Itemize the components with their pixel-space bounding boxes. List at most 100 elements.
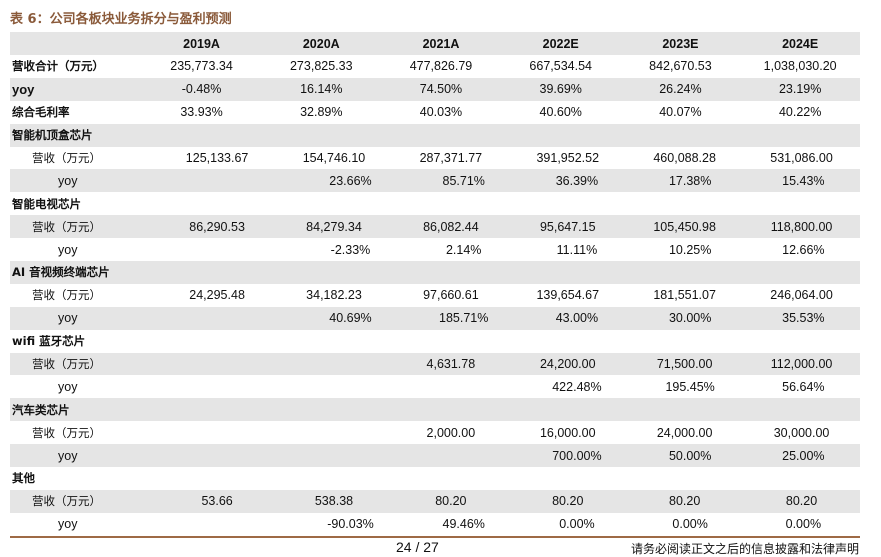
footer-rule — [10, 536, 860, 538]
row-label: 营收（万元） — [32, 151, 101, 165]
table-cell: 700.00% — [552, 448, 602, 463]
table-cell: 35.53% — [782, 311, 825, 326]
table-cell: 25.00% — [782, 448, 825, 463]
table-cell: 71,500.00 — [656, 357, 713, 372]
table-cell: 0.00% — [559, 517, 595, 532]
table-row: 营收（万元） 4,631.78 24,200.00 71,500.00 112,000.… — [10, 352, 860, 376]
table-cell: 195.45% — [665, 379, 715, 394]
table-row: 营收（万元） 53.66 538.38 80.20 80.20 80.20 80.20 — [10, 489, 860, 513]
page-number: 24 / 27 — [396, 539, 439, 555]
table-cell: 84,279.34 — [306, 219, 362, 234]
table-cell: 0.00% — [672, 517, 708, 532]
header-cell: 2024E — [782, 36, 819, 51]
table-cell: 17.38% — [668, 173, 712, 188]
table-row: 其他 — [10, 467, 860, 490]
row-label: yoy — [58, 517, 78, 532]
table-cell: 50.00% — [668, 448, 712, 463]
table-cell: 85.71% — [442, 173, 485, 188]
table-cell: 97,660.61 — [423, 288, 479, 303]
table-cell: 74.50% — [419, 82, 463, 97]
table-title: 表 6：公司各板块业务拆分与盈利预测 — [10, 12, 232, 27]
table-cell: 246,064.00 — [770, 288, 833, 303]
row-label: yoy — [58, 173, 78, 188]
table-cell: 30,000.00 — [773, 425, 830, 440]
table-cell: 86,082.44 — [423, 219, 479, 234]
table-row: AI 音视频终端芯片 — [10, 261, 860, 284]
header-cell: 2021A — [422, 36, 460, 51]
table-cell: 33.93% — [180, 105, 223, 120]
row-label: wifi 蓝牙芯片 — [12, 334, 86, 349]
table-cell: 80.20 — [552, 494, 584, 509]
table-cell: 15.43% — [782, 173, 825, 188]
table-cell: 4,631.78 — [426, 357, 476, 372]
table-cell: 24,295.48 — [189, 288, 245, 303]
row-label: yoy — [58, 311, 78, 326]
row-label: 其他 — [12, 471, 35, 486]
table-cell: 24,000.00 — [656, 425, 713, 440]
table-cell: 40.69% — [329, 311, 372, 326]
table-cell: 1,038,030.20 — [763, 59, 837, 74]
table-cell: 154,746.10 — [302, 151, 366, 165]
table-header-row: 2019A 2020A 2021A 2022E 2023E 2024E — [10, 32, 860, 55]
table-cell: 538.38 — [314, 494, 354, 509]
table-body: 营收合计（万元） 235,773.34 273,825.33 477,826.79 66… — [10, 55, 860, 536]
table-cell: 422.48% — [552, 379, 602, 394]
table-cell: 125,133.67 — [185, 151, 249, 165]
row-label: yoy — [58, 379, 78, 394]
table-cell: -90.03% — [327, 517, 374, 532]
table-cell: 235,773.34 — [170, 59, 233, 74]
table-cell: -0.48% — [181, 82, 222, 97]
table-row: yoy -2.33% 2.14% 11.11% 10.25% 12.66% — [10, 238, 860, 261]
table-cell: 460,088.28 — [653, 151, 716, 165]
table-cell: 2,000.00 — [426, 425, 476, 440]
table-cell: 531,086.00 — [770, 151, 833, 165]
table-row: 汽车类芯片 — [10, 398, 860, 422]
row-label: 智能机顶盒芯片 — [12, 128, 93, 143]
table-row: yoy 23.66% 85.71% 36.39% 17.38% 15.43% — [10, 169, 860, 193]
row-label: 营收（万元） — [32, 494, 101, 509]
table-cell: 287,371.77 — [419, 151, 483, 165]
table-row: yoy -0.48% 16.14% 74.50% 39.69% 26.24% 23.19% — [10, 77, 860, 101]
row-label: 汽车类芯片 — [12, 402, 70, 417]
table-cell: 26.24% — [659, 82, 702, 97]
table-cell: 11.11% — [556, 242, 598, 257]
header-cell: 2019A — [183, 36, 220, 51]
table-cell: 477,826.79 — [409, 59, 473, 74]
table-row: yoy 40.69% 185.71% 43.00% 30.00% 35.53% — [10, 306, 860, 330]
table-row: 智能机顶盒芯片 — [10, 123, 860, 147]
table-cell: 391,952.52 — [536, 151, 600, 165]
table-cell: 39.69% — [539, 82, 582, 97]
header-cell: 2023E — [662, 36, 699, 51]
table-cell: 24,200.00 — [539, 357, 596, 372]
table-cell: 36.39% — [555, 173, 599, 188]
disclaimer-text: 请务必阅读正文之后的信息披露和法律声明 — [630, 542, 859, 556]
table-cell: 40.07% — [659, 105, 702, 120]
table-cell: 80.20 — [435, 494, 467, 509]
table-cell: 842,670.53 — [649, 59, 712, 74]
table-row: 营收（万元） 125,133.67 154,746.10 287,371.77 391,… — [10, 147, 860, 170]
table-row: 营收合计（万元） 235,773.34 273,825.33 477,826.79 66… — [10, 55, 860, 78]
row-label: 营收合计（万元） — [12, 59, 104, 74]
table-cell: 12.66% — [782, 242, 825, 257]
row-label: yoy — [58, 448, 78, 463]
row-label: 综合毛利率 — [12, 105, 70, 120]
row-label: yoy — [12, 81, 35, 97]
row-label: yoy — [58, 242, 78, 257]
table-cell: 32.89% — [300, 105, 343, 120]
table-cell: 2.14% — [445, 242, 482, 257]
table-cell: 10.25% — [668, 242, 712, 257]
table-cell: 40.60% — [539, 105, 582, 120]
table-row: yoy 422.48% 195.45% 56.64% — [10, 375, 860, 398]
row-label: AI 音视频终端芯片 — [12, 265, 110, 280]
table-cell: 118,800.00 — [770, 219, 833, 234]
table-cell: 16,000.00 — [539, 425, 596, 440]
table-cell: 185.71% — [439, 311, 489, 326]
table-cell: 56.64% — [782, 379, 825, 394]
row-label: 营收（万元） — [32, 425, 101, 440]
table-cell: 0.00% — [785, 517, 822, 532]
table-cell: 34,182.23 — [306, 288, 362, 303]
table-cell: 273,825.33 — [289, 59, 353, 74]
table-cell: 43.00% — [555, 311, 599, 326]
table-cell: 23.66% — [329, 173, 372, 188]
row-label: 营收（万元） — [32, 357, 101, 372]
